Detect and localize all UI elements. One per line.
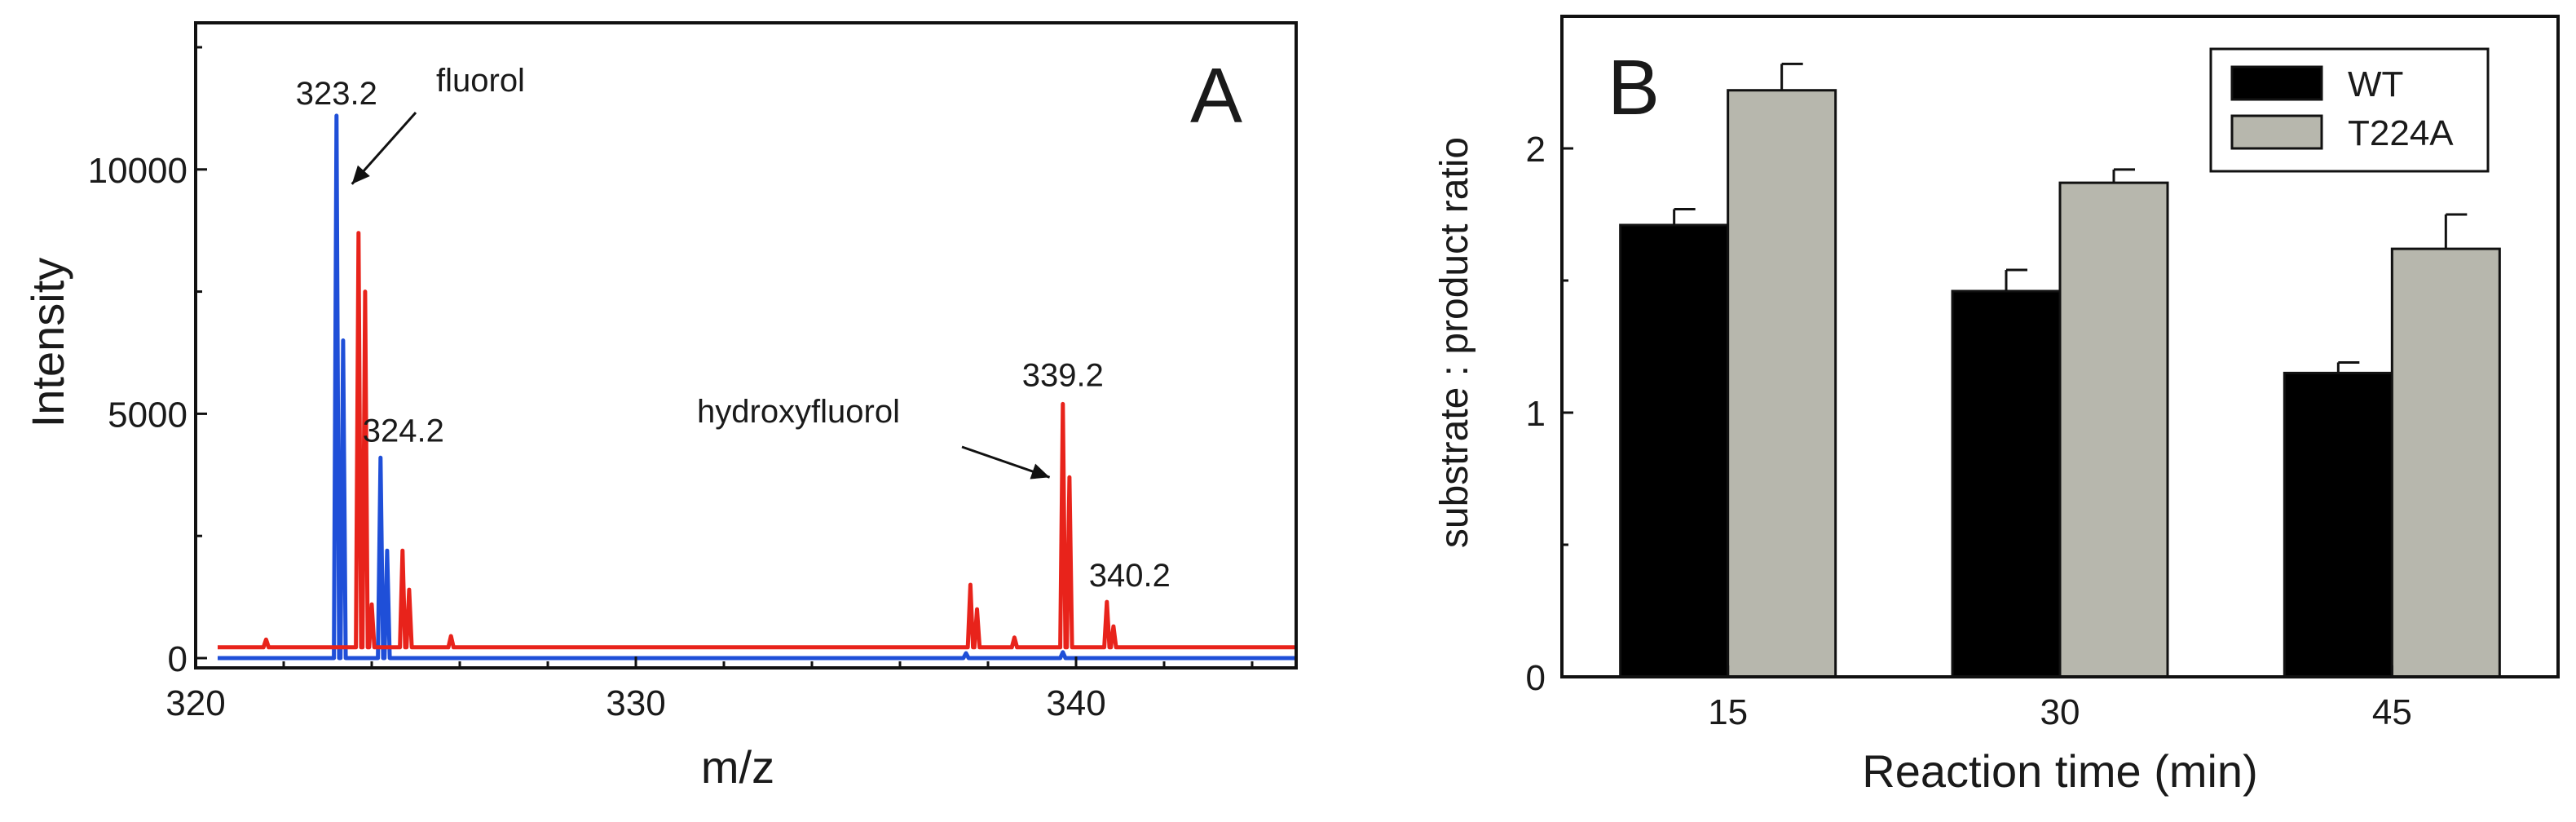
legend: WT T224A [2209,47,2490,173]
y-axis-label-b: substrate : product ratio [1433,137,1476,548]
panel-label-a: A [1190,52,1242,139]
y-tick-label: 0 [1526,658,1546,698]
peak-label: 324.2 [363,413,444,449]
x-axis-ticks-b: 15 30 45 [1708,665,2412,732]
y-tick-label: 10000 [88,151,187,191]
peak-label: 340.2 [1089,558,1171,594]
legend-label-wt: WT [2348,64,2403,104]
y-tick-label: 1 [1526,394,1546,434]
trace-line-red [218,231,1296,650]
x-tick-label: 15 [1708,692,1748,732]
annotation-arrow-head [351,165,370,184]
bar-wt-30 [1951,289,2062,678]
bar-t224a-30 [2058,181,2169,678]
x-axis-ticks-a: 320 330 340 [165,656,1254,723]
x-tick-label: 330 [606,683,665,723]
panel-label-b: B [1608,44,1660,131]
legend-swatch-wt [2230,65,2323,101]
bar-wt-15 [1619,223,1730,678]
x-tick-label: 340 [1046,683,1105,723]
x-tick-label: 30 [2040,692,2080,732]
x-axis-label-a: m/z [701,741,774,793]
y-axis-label-a: Intensity [22,258,73,428]
annotation-label: fluorol [436,63,525,99]
spectrum-annotations: 323.2 324.2 339.2 340.2 fluorol hydroxyfluoro… [296,63,1171,594]
y-tick-label: 0 [168,639,187,679]
spectrum-traces [218,113,1296,661]
y-axis-ticks-a: 0 5000 10000 [88,46,207,679]
bar-t224a-15 [1727,89,1837,678]
x-tick-label: 45 [2372,692,2412,732]
legend-swatch-t224a [2230,114,2323,150]
trace-line-blue [218,113,1296,661]
annotation-label: hydroxyfluorol [697,394,900,430]
bar-wt-45 [2283,371,2393,678]
peak-label: 323.2 [296,76,377,112]
x-axis-label-b: Reaction time (min) [1862,745,2257,797]
y-tick-label: 5000 [108,395,187,435]
peak-label: 339.2 [1022,357,1104,393]
bar-series [1619,62,2501,678]
y-axis-ticks-b: 0 1 2 [1526,130,1573,698]
bar-t224a-45 [2390,247,2501,678]
x-tick-label: 320 [165,683,225,723]
annotation-arrow-head [1030,463,1050,480]
panel-a: 323.2 324.2 339.2 340.2 fluorol hydroxyfluoro… [22,21,1298,793]
legend-label-t224a: T224A [2348,113,2454,153]
panel-b: 15 30 45 0 1 2 WT T224A B Reaction time (min)… [1433,15,2560,797]
plot-frame-a [194,21,1298,670]
y-tick-label: 2 [1526,130,1546,170]
